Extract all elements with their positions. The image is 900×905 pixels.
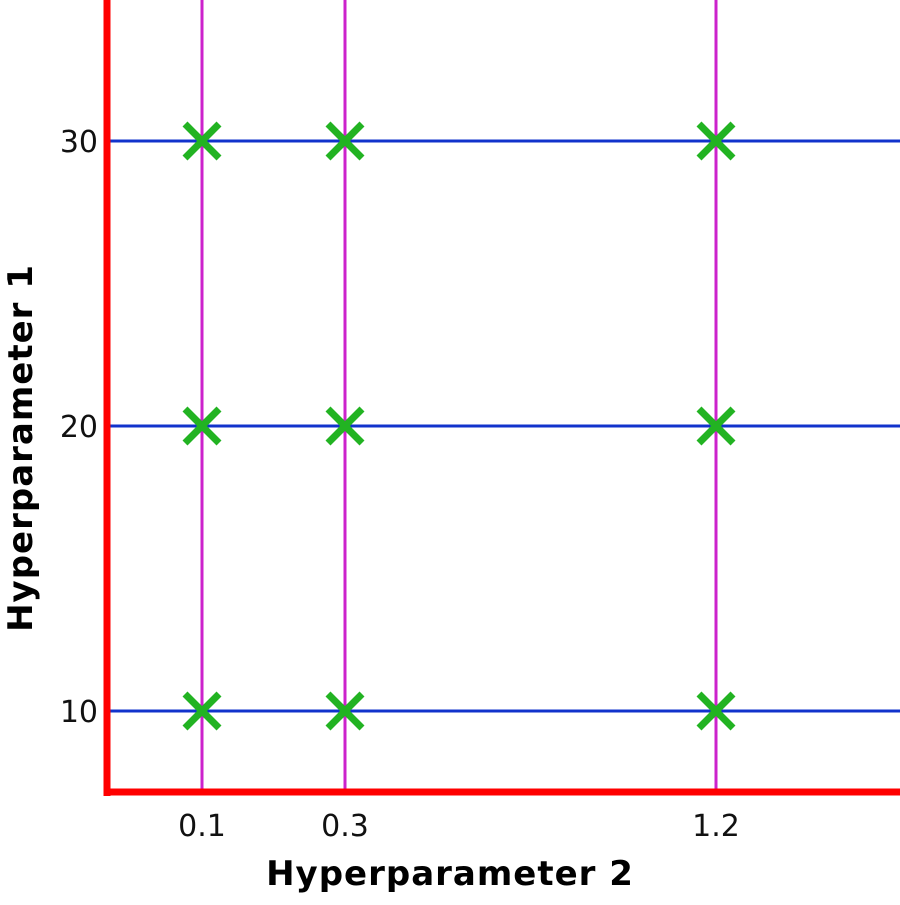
axes [103, 0, 900, 796]
grid-points [182, 121, 736, 731]
x-tick-label: 1.2 [692, 809, 740, 844]
grid-point-marker [696, 691, 736, 731]
x-tick-label: 0.1 [178, 809, 226, 844]
grid-point-marker [696, 121, 736, 161]
grid-point-marker [182, 121, 222, 161]
grid-point-marker [182, 691, 222, 731]
grid-point-marker [696, 406, 736, 446]
grid-lines [107, 0, 900, 792]
grid-point-marker [182, 406, 222, 446]
y-tick-label: 30 [60, 125, 98, 160]
grid-point-marker [325, 691, 365, 731]
grid-point-marker [325, 406, 365, 446]
x-tick-label: 0.3 [321, 809, 369, 844]
grid-point-marker [325, 121, 365, 161]
y-axis-title: Hyperparameter 1 [1, 264, 41, 632]
x-axis-title: Hyperparameter 2 [266, 854, 634, 894]
y-tick-label: 20 [60, 410, 98, 445]
tick-labels: 0.1 0.3 1.2 10 20 30 [60, 125, 740, 844]
y-tick-label: 10 [60, 695, 98, 730]
